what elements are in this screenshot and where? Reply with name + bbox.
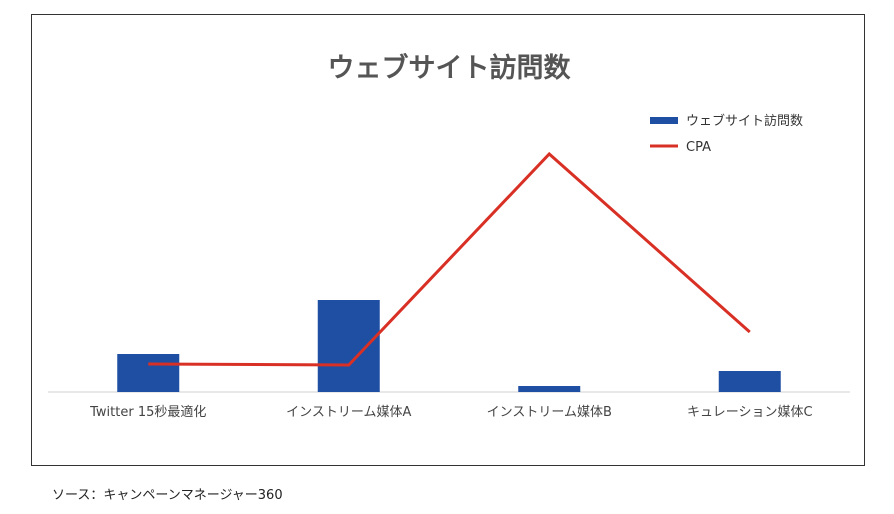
- x-tick-label-1: インストリーム媒体A: [286, 405, 411, 420]
- legend-swatch-bar: [650, 117, 678, 124]
- legend-label-cpa: CPA: [686, 140, 711, 155]
- cpa-line-group: [148, 151, 751, 367]
- x-tick-labels: Twitter 15秒最適化 インストリーム媒体A インストリーム媒体B キュレーショ…: [89, 404, 812, 420]
- bar-0: [117, 354, 180, 392]
- x-tick-label-3: キュレーション媒体C: [687, 405, 813, 420]
- bar-group: [117, 300, 781, 392]
- x-tick-label-0: Twitter 15秒最適化: [89, 404, 206, 420]
- chart-title: ウェブサイト訪問数: [328, 52, 572, 84]
- cpa-line: [148, 151, 751, 367]
- source-note: ソース：キャンペーンマネージャー360: [52, 488, 283, 503]
- legend-label-visits: ウェブサイト訪問数: [686, 113, 803, 129]
- bar-2: [518, 386, 581, 392]
- bar-3: [718, 371, 781, 392]
- bar-1: [317, 300, 380, 392]
- x-tick-label-2: インストリーム媒体B: [487, 405, 612, 420]
- legend: ウェブサイト訪問数 CPA: [650, 113, 803, 155]
